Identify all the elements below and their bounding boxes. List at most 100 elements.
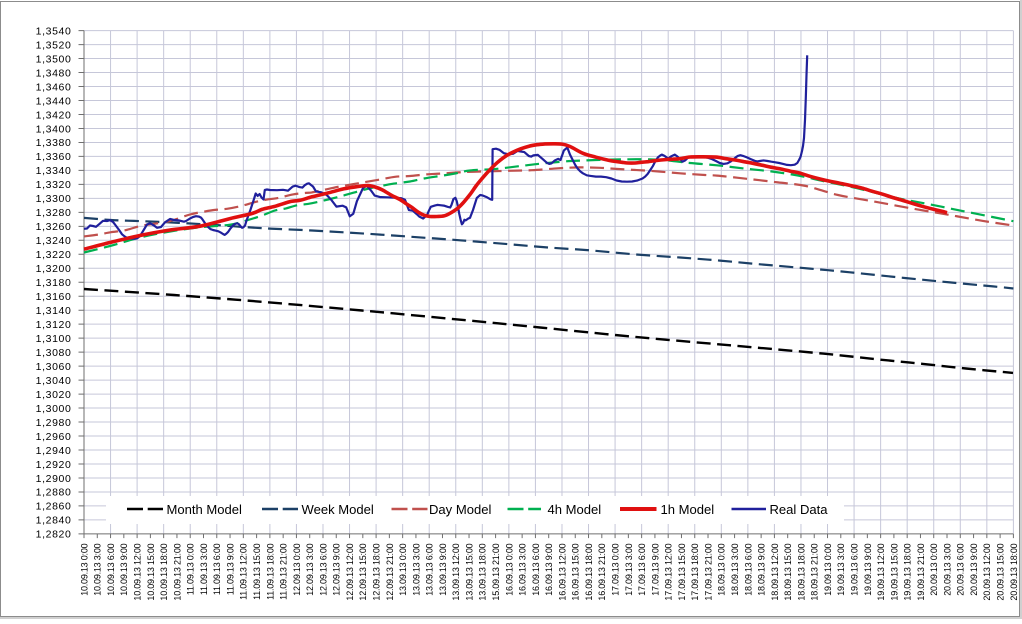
svg-text:11.09.13 21:00: 11.09.13 21:00 [279,543,289,600]
svg-text:17.09.13 15:00: 17.09.13 15:00 [677,543,687,600]
svg-text:1,3000: 1,3000 [36,403,72,415]
svg-text:4h Model: 4h Model [548,502,602,517]
svg-text:1,3360: 1,3360 [36,151,72,163]
svg-text:10.09.13 12:00: 10.09.13 12:00 [133,543,143,600]
svg-text:20.09.13 3:00: 20.09.13 3:00 [942,543,952,595]
svg-text:15.09.13 21:00: 15.09.13 21:00 [491,543,501,600]
svg-text:16.09.13 9:00: 16.09.13 9:00 [544,543,554,595]
svg-text:1,3280: 1,3280 [36,207,72,219]
svg-text:12.09.13 0:00: 12.09.13 0:00 [292,543,302,595]
svg-text:12.09.13 15:00: 12.09.13 15:00 [358,543,368,600]
svg-text:17.09.13 0:00: 17.09.13 0:00 [610,543,620,595]
svg-text:1,3400: 1,3400 [36,123,72,135]
svg-text:11.09.13 15:00: 11.09.13 15:00 [252,543,262,600]
svg-text:17.09.13 21:00: 17.09.13 21:00 [703,543,713,600]
svg-text:19.09.13 15:00: 19.09.13 15:00 [889,543,899,600]
svg-text:19.09.13 6:00: 19.09.13 6:00 [849,543,859,595]
svg-text:11.09.13 6:00: 11.09.13 6:00 [212,543,222,595]
svg-text:18.09.13 21:00: 18.09.13 21:00 [810,543,820,600]
svg-text:12.09.13 12:00: 12.09.13 12:00 [345,543,355,600]
svg-text:12.09.13 9:00: 12.09.13 9:00 [332,543,342,595]
svg-text:19.09.13 0:00: 19.09.13 0:00 [823,543,833,595]
svg-text:Week Model: Week Model [302,502,374,517]
svg-text:17.09.13 6:00: 17.09.13 6:00 [637,543,647,595]
svg-text:13.09.13 6:00: 13.09.13 6:00 [425,543,435,595]
svg-text:1,3420: 1,3420 [36,109,72,121]
svg-text:10.09.13 0:00: 10.09.13 0:00 [79,543,89,595]
svg-text:1,3200: 1,3200 [36,263,72,275]
svg-text:11.09.13 0:00: 11.09.13 0:00 [186,543,196,595]
svg-text:1,3440: 1,3440 [36,95,72,107]
svg-text:10.09.13 6:00: 10.09.13 6:00 [106,543,116,595]
svg-text:12.09.13 3:00: 12.09.13 3:00 [305,543,315,595]
svg-text:1h Model: 1h Model [661,502,715,517]
svg-text:19.09.13 9:00: 19.09.13 9:00 [863,543,873,595]
svg-text:17.09.13 12:00: 17.09.13 12:00 [664,543,674,600]
svg-text:18.09.13 18:00: 18.09.13 18:00 [796,543,806,600]
svg-text:19.09.13 21:00: 19.09.13 21:00 [916,543,926,600]
svg-text:1,3220: 1,3220 [36,249,72,261]
svg-text:10.09.13 21:00: 10.09.13 21:00 [172,543,182,600]
svg-text:1,3060: 1,3060 [36,361,72,373]
svg-text:13.09.13 3:00: 13.09.13 3:00 [411,543,421,595]
svg-text:19.09.13 18:00: 19.09.13 18:00 [903,543,913,600]
svg-text:10.09.13 15:00: 10.09.13 15:00 [146,543,156,600]
svg-text:18.09.13 9:00: 18.09.13 9:00 [757,543,767,595]
svg-text:13.09.13 12:00: 13.09.13 12:00 [451,543,461,600]
svg-text:16.09.13 18:00: 16.09.13 18:00 [584,543,594,600]
svg-text:16.09.13 21:00: 16.09.13 21:00 [597,543,607,600]
svg-text:1,3160: 1,3160 [36,291,72,303]
svg-text:20.09.13 6:00: 20.09.13 6:00 [956,543,966,595]
svg-text:1,3140: 1,3140 [36,305,72,317]
svg-text:1,2980: 1,2980 [36,417,72,429]
svg-text:16.09.13 15:00: 16.09.13 15:00 [571,543,581,600]
svg-text:1,2940: 1,2940 [36,445,72,457]
svg-text:1,3240: 1,3240 [36,235,72,247]
svg-text:Day Model: Day Model [429,502,491,517]
svg-text:18.09.13 0:00: 18.09.13 0:00 [717,543,727,595]
svg-text:1,3520: 1,3520 [36,39,72,51]
svg-text:1,2820: 1,2820 [36,529,72,541]
svg-text:1,3100: 1,3100 [36,333,72,345]
svg-text:1,3300: 1,3300 [36,193,72,205]
svg-text:17.09.13 9:00: 17.09.13 9:00 [650,543,660,595]
svg-text:1,3500: 1,3500 [36,53,72,65]
svg-text:1,2840: 1,2840 [36,515,72,527]
svg-text:1,3380: 1,3380 [36,137,72,149]
svg-text:12.09.13 6:00: 12.09.13 6:00 [318,543,328,595]
svg-text:18.09.13 6:00: 18.09.13 6:00 [743,543,753,595]
svg-text:1,2900: 1,2900 [36,473,72,485]
svg-text:1,2880: 1,2880 [36,487,72,499]
svg-text:16.09.13 3:00: 16.09.13 3:00 [518,543,528,595]
svg-text:1,3020: 1,3020 [36,389,72,401]
svg-text:12.09.13 18:00: 12.09.13 18:00 [372,543,382,600]
svg-text:1,3040: 1,3040 [36,375,72,387]
svg-text:20.09.13 0:00: 20.09.13 0:00 [929,543,939,595]
svg-text:1,3540: 1,3540 [36,25,72,37]
svg-text:20.09.13 9:00: 20.09.13 9:00 [969,543,979,595]
svg-text:11.09.13 9:00: 11.09.13 9:00 [225,543,235,595]
svg-text:1,2960: 1,2960 [36,431,72,443]
svg-text:13.09.13 9:00: 13.09.13 9:00 [438,543,448,595]
svg-text:17.09.13 18:00: 17.09.13 18:00 [690,543,700,600]
svg-text:1,3080: 1,3080 [36,347,72,359]
svg-text:16.09.13 6:00: 16.09.13 6:00 [531,543,541,595]
svg-text:10.09.13 18:00: 10.09.13 18:00 [159,543,169,600]
svg-text:18.09.13 15:00: 18.09.13 15:00 [783,543,793,600]
svg-text:18.09.13 12:00: 18.09.13 12:00 [770,543,780,600]
svg-text:11.09.13 18:00: 11.09.13 18:00 [265,543,275,600]
svg-text:18.09.13 3:00: 18.09.13 3:00 [730,543,740,595]
svg-text:17.09.13 3:00: 17.09.13 3:00 [624,543,634,595]
svg-text:13.09.13 0:00: 13.09.13 0:00 [398,543,408,595]
svg-text:1,3260: 1,3260 [36,221,72,233]
svg-text:13.09.13 15:00: 13.09.13 15:00 [464,543,474,600]
svg-text:1,3320: 1,3320 [36,179,72,191]
svg-text:20.09.13 18:00: 20.09.13 18:00 [1009,543,1019,600]
svg-text:Real Data: Real Data [770,502,829,517]
svg-text:1,3460: 1,3460 [36,81,72,93]
svg-text:12.09.13 21:00: 12.09.13 21:00 [385,543,395,600]
svg-text:1,2920: 1,2920 [36,459,72,471]
svg-text:11.09.13 12:00: 11.09.13 12:00 [239,543,249,600]
svg-text:1,3480: 1,3480 [36,67,72,79]
svg-text:Month Model: Month Model [167,502,243,517]
